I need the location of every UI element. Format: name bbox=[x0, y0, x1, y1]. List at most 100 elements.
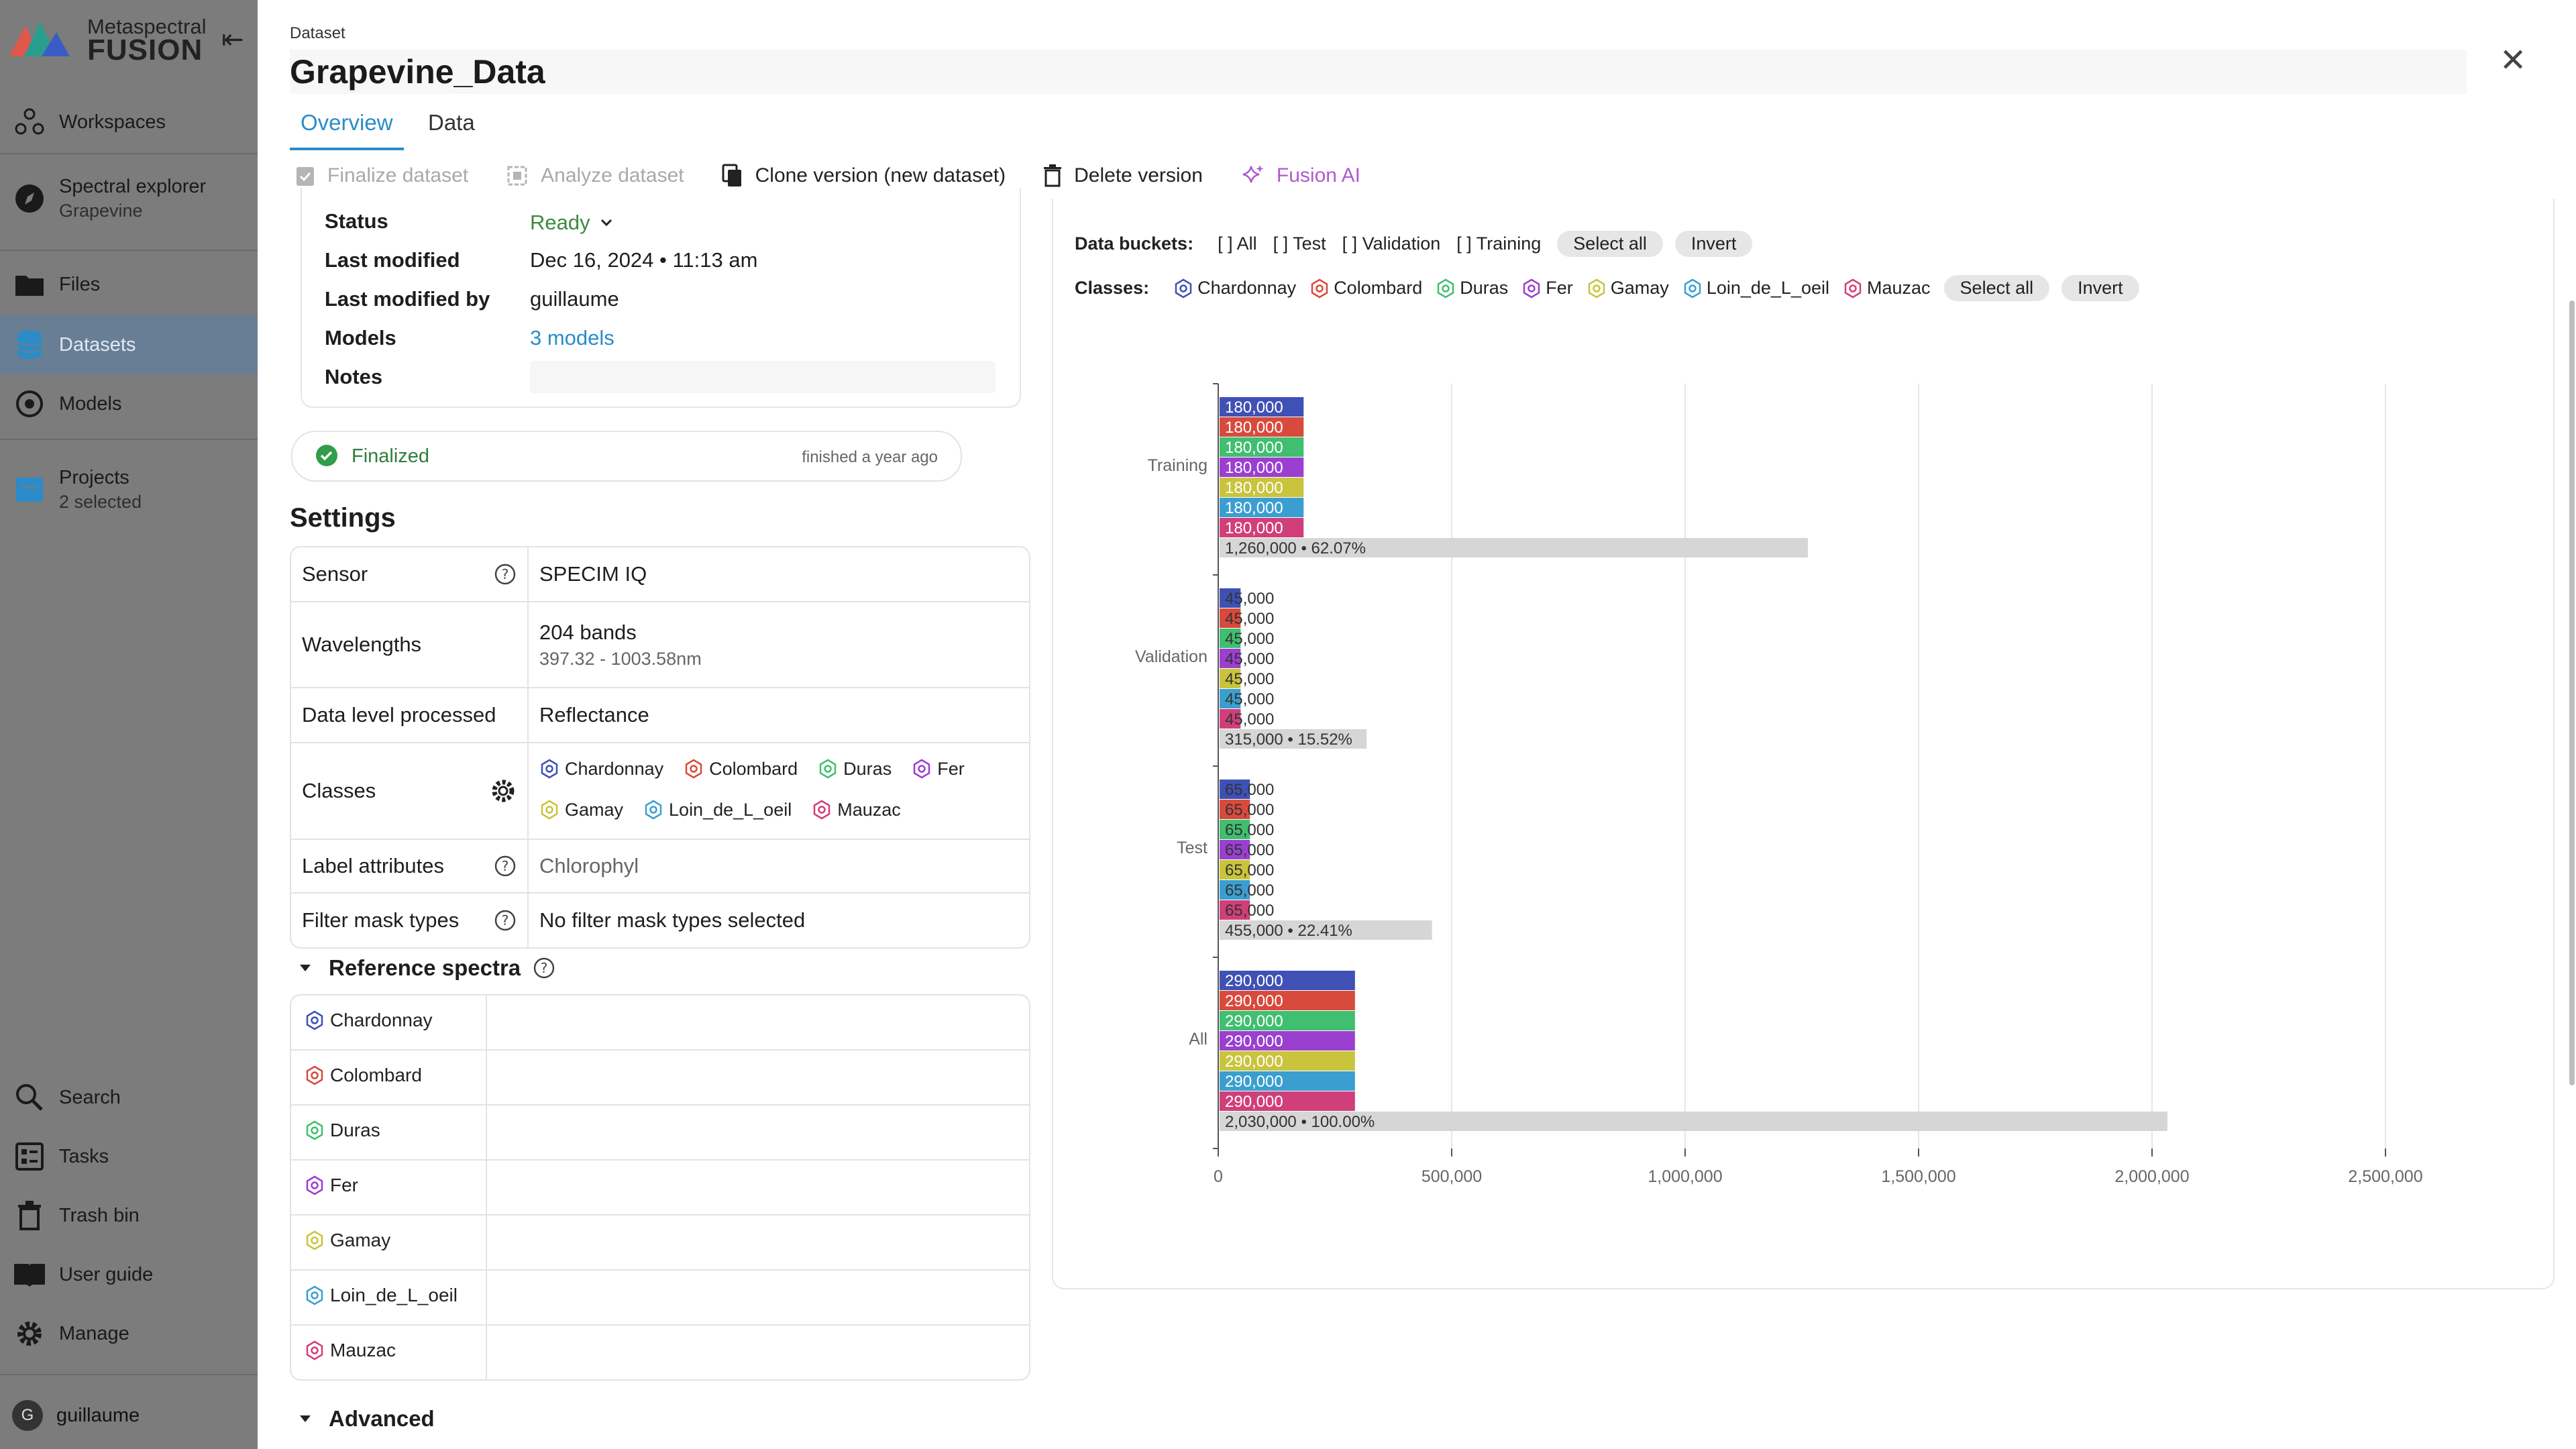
class-filter-chip[interactable]: Fer bbox=[1521, 278, 1573, 299]
bar-label: 180,000 bbox=[1225, 479, 1283, 497]
chart-card bbox=[1052, 199, 2555, 1289]
sidebar-item-manage[interactable]: Manage bbox=[0, 1319, 258, 1348]
delete-version-button[interactable]: Delete version bbox=[1043, 164, 1203, 187]
data-level-label: Data level processed bbox=[302, 703, 496, 727]
sidebar-item-workspaces[interactable]: Workspaces bbox=[0, 107, 258, 137]
reference-spectrum-cell[interactable] bbox=[487, 1161, 1029, 1216]
table-row: Label attributes? Chlorophyl bbox=[291, 840, 1029, 894]
sidebar-item-models[interactable]: Models bbox=[0, 389, 258, 419]
class-filter-chip[interactable]: Mauzac bbox=[1843, 278, 1931, 299]
reference-spectrum-cell[interactable] bbox=[487, 1051, 1029, 1106]
classes-label: Classes bbox=[302, 779, 376, 802]
user-menu[interactable]: G guillaume bbox=[0, 1395, 258, 1436]
total-label: 455,000 • 22.41% bbox=[1225, 922, 1352, 940]
bar bbox=[1220, 860, 1250, 879]
bucket-validation-checkbox[interactable]: [ ] Validation bbox=[1342, 233, 1441, 254]
help-icon[interactable]: ? bbox=[533, 957, 555, 979]
help-icon[interactable]: ? bbox=[494, 563, 517, 586]
divider bbox=[0, 1374, 258, 1375]
data-buckets-label: Data buckets: bbox=[1075, 233, 1194, 254]
last-modified-value: Dec 16, 2024 • 11:13 am bbox=[530, 248, 758, 272]
tab-data[interactable]: Data bbox=[428, 110, 475, 135]
sidebar-item-projects[interactable]: Projects 2 selected bbox=[0, 462, 258, 518]
group-label: All bbox=[1189, 1030, 1208, 1049]
bar-label: 65,000 bbox=[1225, 801, 1274, 819]
clone-version-button[interactable]: Clone version (new dataset) bbox=[722, 164, 1006, 188]
reference-spectrum-cell[interactable] bbox=[487, 1106, 1029, 1161]
status-value: Ready bbox=[530, 211, 590, 234]
class-icon bbox=[1311, 278, 1328, 298]
class-filter-label: Duras bbox=[1460, 278, 1509, 298]
gear-icon bbox=[17, 1322, 42, 1346]
bar bbox=[1220, 1031, 1355, 1051]
bar bbox=[1220, 1051, 1355, 1071]
advanced-toggle[interactable]: Advanced bbox=[295, 1406, 435, 1432]
help-icon[interactable]: ? bbox=[494, 855, 517, 877]
reference-spectra-table: Chardonnay Colombard Duras Fer Gamay Loin_de_… bbox=[290, 994, 1030, 1381]
gear-icon[interactable] bbox=[490, 777, 517, 804]
reference-class: Loin_de_L_oeil bbox=[305, 1285, 458, 1306]
brand[interactable]: Metaspectral FUSION ⇤ bbox=[9, 15, 251, 66]
bar bbox=[1220, 669, 1241, 688]
bar-label: 290,000 bbox=[1225, 1053, 1283, 1071]
reference-spectrum-cell[interactable] bbox=[487, 1271, 1029, 1326]
label-attributes-label: Label attributes bbox=[302, 854, 444, 877]
reference-spectrum-cell[interactable] bbox=[487, 1216, 1029, 1271]
classes-select-all-button[interactable]: Select all bbox=[1943, 275, 2050, 301]
buckets-invert-button[interactable]: Invert bbox=[1674, 231, 1753, 257]
finalize-dataset-button[interactable]: Finalize dataset bbox=[295, 164, 468, 187]
bar bbox=[1220, 417, 1304, 437]
reference-spectrum-cell[interactable] bbox=[487, 1326, 1029, 1379]
reference-spectra-toggle[interactable]: Reference spectra ? bbox=[295, 955, 555, 981]
bar-label: 180,000 bbox=[1225, 419, 1283, 437]
bar-label: 45,000 bbox=[1225, 670, 1274, 688]
sidebar-item-search[interactable]: Search bbox=[0, 1083, 258, 1112]
sidebar-item-user-guide[interactable]: User guide bbox=[0, 1260, 258, 1289]
class-icon bbox=[541, 759, 558, 779]
models-link[interactable]: 3 models bbox=[530, 326, 614, 350]
filter-mask-label: Filter mask types bbox=[302, 908, 460, 932]
help-icon[interactable]: ? bbox=[494, 909, 517, 932]
class-filter-chip[interactable]: Loin_de_L_oeil bbox=[1682, 278, 1829, 299]
buckets-select-all-button[interactable]: Select all bbox=[1557, 231, 1663, 257]
total-label: 315,000 • 15.52% bbox=[1225, 731, 1352, 749]
bar bbox=[1220, 820, 1250, 839]
fusion-ai-button[interactable]: Fusion AI bbox=[1240, 164, 1360, 188]
scrollbar[interactable] bbox=[2569, 301, 2575, 1085]
reference-spectrum-cell[interactable] bbox=[487, 996, 1029, 1051]
class-chip: Chardonnay bbox=[539, 750, 663, 788]
class-icon bbox=[541, 800, 558, 820]
class-icon bbox=[306, 1230, 323, 1250]
sidebar-item-spectral-explorer[interactable]: Spectral explorer Grapevine bbox=[0, 172, 258, 225]
sidebar-item-files[interactable]: Files bbox=[0, 270, 258, 299]
bar bbox=[1220, 991, 1355, 1010]
bar bbox=[1220, 880, 1250, 900]
sidebar-item-tasks[interactable]: Tasks bbox=[0, 1142, 258, 1171]
collapse-sidebar-icon[interactable]: ⇤ bbox=[221, 25, 244, 54]
close-icon[interactable]: ✕ bbox=[2500, 43, 2527, 78]
bar-chart: Training 180,000 180,000 180,000 180,000 180,… bbox=[1135, 383, 2423, 1186]
class-chip-label: Fer bbox=[937, 759, 965, 779]
bar bbox=[1220, 458, 1304, 477]
bar bbox=[1220, 649, 1241, 668]
total-bar bbox=[1220, 920, 1432, 940]
bar-label: 65,000 bbox=[1225, 821, 1274, 839]
sidebar-item-sub: 2 selected bbox=[59, 492, 142, 512]
bucket-training-checkbox[interactable]: [ ] Training bbox=[1456, 233, 1542, 254]
sidebar-item-trash[interactable]: Trash bin bbox=[0, 1201, 258, 1230]
bucket-all-checkbox[interactable]: [ ] All bbox=[1218, 233, 1257, 254]
class-filter-chip[interactable]: Duras bbox=[1436, 278, 1508, 299]
svg-text:?: ? bbox=[502, 566, 509, 582]
bucket-test-checkbox[interactable]: [ ] Test bbox=[1273, 233, 1326, 254]
class-filter-chip[interactable]: Chardonnay bbox=[1173, 278, 1296, 299]
class-filter-chip[interactable]: Colombard bbox=[1309, 278, 1422, 299]
class-filter-chip[interactable]: Gamay bbox=[1587, 278, 1669, 299]
classes-invert-button[interactable]: Invert bbox=[2061, 275, 2139, 301]
notes-field[interactable] bbox=[530, 361, 996, 393]
reference-spectra-title: Reference spectra bbox=[329, 955, 521, 980]
status-dropdown[interactable]: Ready bbox=[530, 211, 616, 235]
sidebar-item-datasets[interactable]: Datasets bbox=[0, 315, 258, 374]
page-title[interactable]: Grapevine_Data bbox=[290, 53, 545, 91]
tab-overview[interactable]: Overview bbox=[290, 107, 404, 150]
analyze-dataset-button[interactable]: Analyze dataset bbox=[506, 164, 684, 187]
